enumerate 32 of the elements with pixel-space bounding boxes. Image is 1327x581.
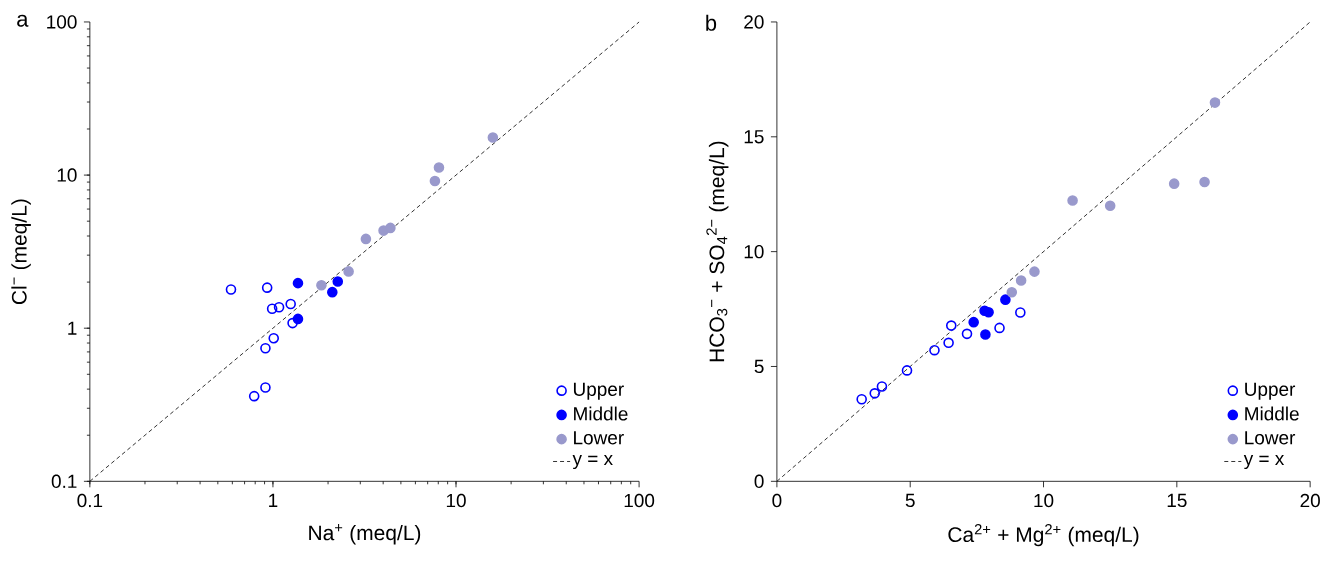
y-axis-title: Cl$^{−}$ (meq/L) [11, 199, 31, 304]
x-tick-label: 5 [905, 493, 915, 507]
y-tick-label: 0.1 [51, 474, 77, 488]
x-axis-title: Na$^{+}$ (meq/L) [309, 524, 421, 545]
legend-label: Middle [574, 406, 628, 421]
y-tick-label: 1 [68, 321, 77, 335]
y-tick-label: 20 [744, 15, 764, 29]
y-axis-title: HCO$_{3}$$^{−}$ + SO$_{4}$$^{2−}$ (meq/L) [706, 141, 729, 362]
x-tick-label: 10 [1034, 493, 1054, 508]
legend-label: Middle [1245, 406, 1299, 421]
y-tick-label: 0 [754, 474, 764, 488]
legend-label: Upper [1245, 382, 1296, 400]
y-tick-label: 100 [47, 15, 77, 29]
x-tick-label: 0.1 [77, 493, 103, 508]
x-tick-label: 0 [772, 493, 782, 508]
legend-label: Lower [574, 431, 624, 445]
y-tick-label: 15 [744, 130, 764, 144]
x-tick-label: 20 [1300, 493, 1320, 508]
x-tick-label: 10 [446, 493, 466, 508]
x-tick-label: 100 [624, 493, 655, 508]
y-tick-label: 10 [57, 168, 77, 182]
legend-label: Upper [573, 382, 624, 400]
x-axis-title: Ca$^{2+}$ + Mg$^{2+}$ (meq/L) [948, 524, 1139, 547]
y-tick-label: 5 [754, 359, 764, 374]
x-tick-label: 15 [1167, 493, 1187, 507]
legend-label: Lower [1245, 431, 1296, 445]
text: a [17, 14, 29, 27]
y-tick-label: 10 [744, 244, 764, 259]
text: b [706, 14, 717, 31]
legend-label: y = x [1243, 454, 1285, 469]
x-tick-label: 1 [269, 493, 278, 507]
legend-label: y = x [572, 454, 613, 469]
